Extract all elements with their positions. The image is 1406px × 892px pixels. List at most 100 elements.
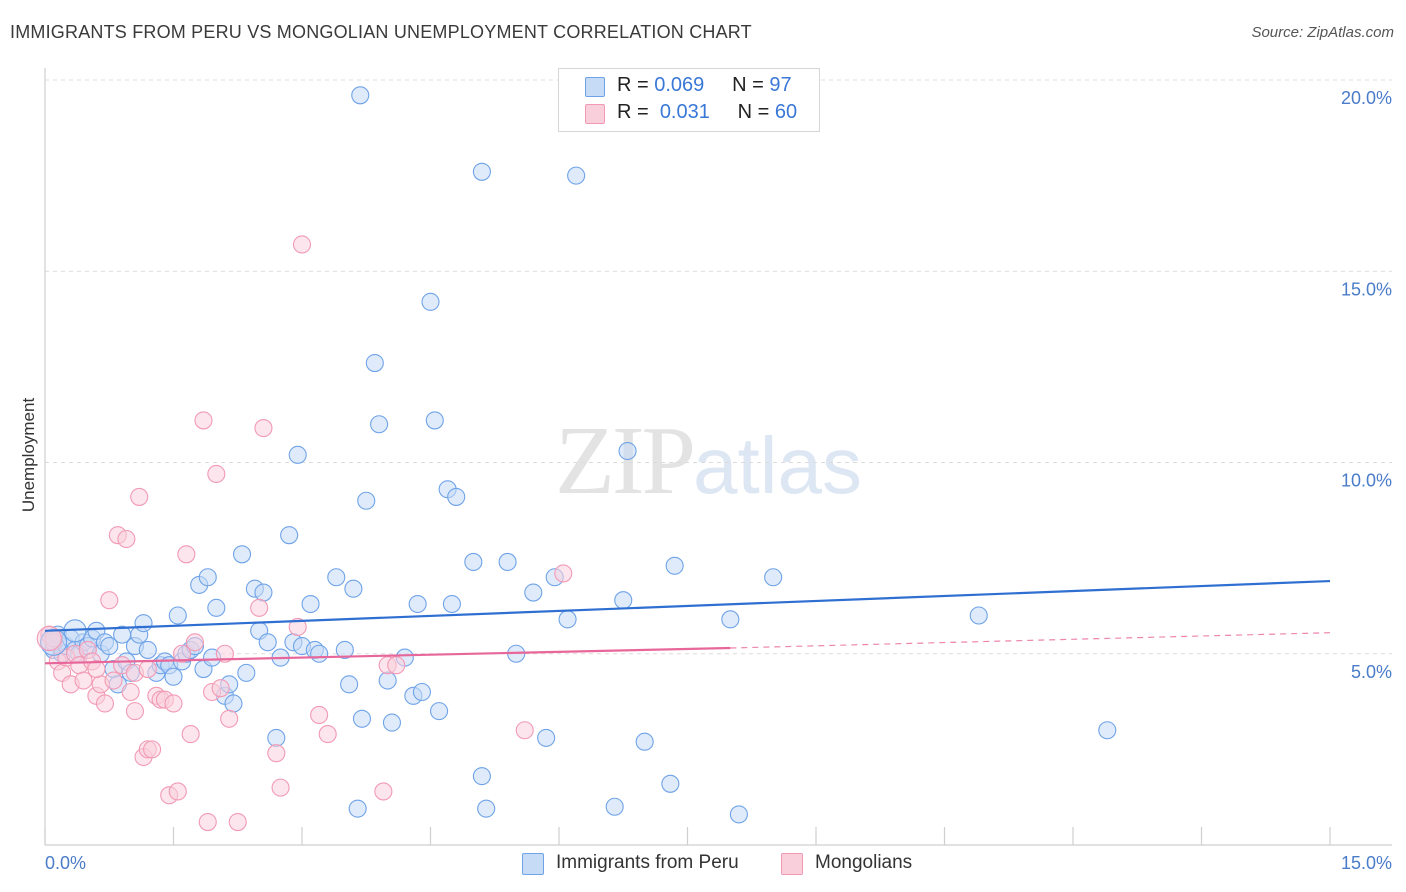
source-label: Source: ZipAtlas.com — [1251, 24, 1394, 41]
point-mongolians — [164, 694, 183, 713]
point-peru — [134, 614, 153, 633]
point-peru — [567, 166, 586, 185]
y-tick-label: 10.0% — [1341, 471, 1392, 491]
legend-swatch-mongolians — [585, 104, 605, 124]
grid-lines — [45, 79, 1392, 655]
tick-labels: 5.0% 10.0% 15.0% 20.0% 0.0% 15.0% — [45, 88, 1392, 873]
point-peru — [365, 353, 384, 373]
point-mongolians — [74, 671, 93, 690]
point-peru — [729, 805, 748, 824]
point-peru — [301, 594, 320, 614]
series-label-mongolians: Mongolians — [815, 852, 913, 873]
point-peru — [421, 292, 440, 311]
point-mongolians — [87, 659, 106, 679]
point-peru — [1098, 721, 1117, 740]
point-peru — [168, 606, 187, 625]
point-mongolians — [211, 679, 230, 698]
point-peru — [288, 445, 307, 464]
legend-swatch-peru — [585, 77, 605, 97]
point-peru — [472, 767, 491, 786]
trend-line-peru — [44, 579, 1331, 632]
point-peru — [605, 797, 624, 816]
point-peru — [310, 644, 329, 663]
point-peru — [352, 709, 372, 728]
x-tick-label: 15.0% — [1341, 853, 1392, 873]
legend-n-label-mongolians: N = — [737, 101, 770, 123]
point-mongolians — [168, 782, 187, 801]
point-mongolians — [181, 725, 200, 744]
point-mongolians — [177, 545, 196, 564]
point-peru — [267, 728, 286, 747]
point-peru — [477, 799, 496, 818]
point-mongolians — [198, 812, 217, 832]
zipatlas-watermark: ZIPatlas — [555, 405, 862, 517]
point-mongolians — [173, 644, 192, 663]
point-mongolians — [125, 702, 144, 721]
point-peru — [558, 610, 577, 629]
point-mongolians — [130, 487, 149, 506]
series-label-peru: Immigrants from Peru — [556, 852, 739, 873]
point-peru — [198, 568, 217, 587]
axes — [44, 68, 1392, 846]
point-peru — [207, 598, 226, 617]
point-mongolians — [374, 782, 393, 801]
point-peru — [378, 671, 397, 690]
point-mongolians — [515, 721, 534, 740]
point-peru — [408, 594, 427, 614]
legend-n-value-mongolians: 60 — [774, 101, 798, 123]
point-mongolians — [215, 644, 234, 663]
point-mongolians — [292, 235, 312, 254]
y-tick-label: 20.0% — [1341, 88, 1392, 108]
point-mongolians — [138, 659, 157, 679]
point-peru — [524, 583, 543, 602]
point-peru — [351, 86, 370, 105]
legend-r-label-peru: R = — [617, 74, 649, 96]
point-mongolians — [554, 564, 573, 583]
point-peru — [258, 633, 277, 652]
point-mongolians — [185, 633, 204, 652]
point-mongolians — [117, 529, 136, 549]
point-mongolians — [310, 705, 329, 725]
point-mongolians — [254, 419, 273, 438]
point-mongolians — [36, 625, 62, 652]
point-mongolians — [121, 682, 140, 702]
point-mongolians — [104, 671, 123, 690]
point-peru — [138, 640, 157, 659]
point-mongolians — [267, 744, 286, 763]
trend-lines — [44, 579, 1331, 665]
point-peru — [661, 774, 680, 793]
point-peru — [425, 411, 444, 430]
point-peru — [472, 162, 491, 181]
series-swatch-peru — [522, 853, 544, 875]
point-mongolians — [100, 591, 119, 610]
point-mongolians — [220, 709, 239, 728]
legend-n-value-peru: 97 — [769, 74, 792, 96]
point-peru — [430, 702, 449, 721]
chart-title: IMMIGRANTS FROM PERU VS MONGOLIAN UNEMPL… — [10, 22, 752, 42]
point-peru — [335, 640, 354, 659]
point-mongolians — [194, 411, 213, 430]
point-peru — [224, 694, 243, 713]
y-tick-label: 15.0% — [1341, 279, 1392, 299]
point-peru — [237, 663, 256, 682]
point-mongolians — [228, 812, 247, 832]
point-peru — [614, 591, 633, 610]
legend-r-label-mongolians: R = — [617, 101, 649, 123]
point-peru — [665, 556, 684, 575]
y-axis-label: Unemployment — [19, 398, 38, 513]
point-peru — [498, 552, 517, 572]
point-peru — [344, 579, 363, 598]
point-peru — [721, 610, 740, 629]
point-peru — [357, 491, 376, 510]
point-mongolians — [95, 694, 115, 713]
point-peru — [969, 606, 988, 625]
point-peru — [537, 728, 556, 747]
series-swatch-mongolians — [781, 853, 803, 875]
point-peru — [348, 799, 367, 818]
point-peru — [618, 441, 637, 461]
data-points — [36, 86, 1117, 832]
point-peru — [764, 568, 783, 587]
point-peru — [164, 667, 183, 686]
correlation-legend: R = 0.069 N = 97 R = 0.031 N = 60 — [558, 68, 820, 132]
series-legend: Immigrants from Peru Mongolians — [0, 852, 1406, 878]
